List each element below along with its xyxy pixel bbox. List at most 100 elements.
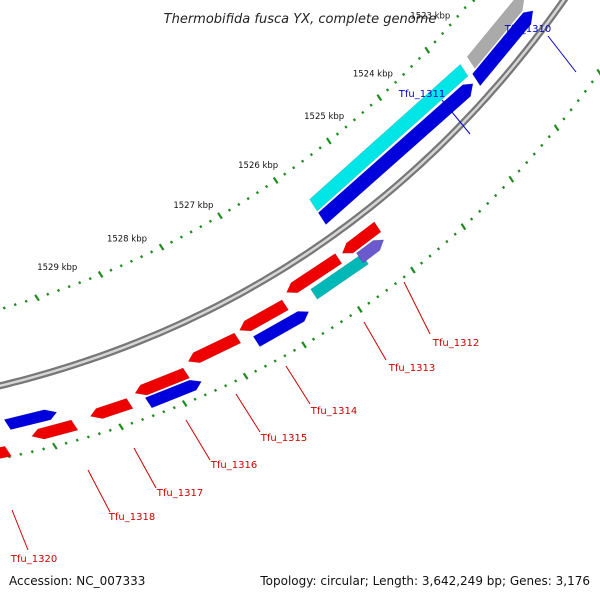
tick-mark bbox=[419, 261, 424, 265]
tick-mark bbox=[335, 132, 340, 136]
tick-mark bbox=[424, 46, 431, 54]
tick-mark bbox=[325, 137, 332, 145]
gene-label: Tfu_1311 bbox=[398, 89, 445, 100]
tick-mark bbox=[456, 14, 460, 19]
kbp-label: 1525 kbp bbox=[304, 112, 344, 122]
tick-mark bbox=[445, 239, 449, 244]
label-leader-line bbox=[285, 365, 311, 405]
tick-mark bbox=[88, 276, 92, 281]
feature-track bbox=[0, 0, 534, 459]
tick-mark bbox=[311, 337, 316, 341]
tick-mark bbox=[213, 388, 218, 392]
tick-mark bbox=[376, 94, 383, 102]
tick-mark bbox=[292, 348, 297, 352]
summary-text: Topology: circular; Length: 3,642,249 bp… bbox=[260, 574, 590, 588]
tick-mark bbox=[193, 397, 197, 401]
tick-mark bbox=[199, 225, 203, 229]
tick-mark bbox=[428, 254, 432, 258]
label-leader-line bbox=[363, 321, 387, 361]
tick-mark bbox=[494, 193, 498, 198]
cds-feature bbox=[466, 0, 525, 69]
accession-text: Accession: NC_007333 bbox=[9, 574, 146, 588]
cds-feature bbox=[310, 253, 369, 300]
tick-mark bbox=[376, 295, 380, 299]
gene-label: Tfu_1310 bbox=[504, 24, 551, 35]
cds-feature bbox=[3, 409, 58, 430]
tick-mark bbox=[237, 202, 241, 207]
label-leader-line bbox=[235, 393, 261, 433]
cds-feature bbox=[309, 63, 469, 212]
tick-mark bbox=[264, 184, 269, 189]
tick-mark bbox=[203, 393, 207, 397]
tick-mark bbox=[67, 284, 71, 289]
tick-mark bbox=[46, 292, 50, 296]
tick-mark bbox=[246, 196, 250, 201]
tick-mark bbox=[460, 223, 467, 231]
tick-mark bbox=[385, 88, 390, 92]
tick-mark bbox=[517, 169, 521, 173]
tick-mark bbox=[547, 135, 551, 139]
tick-mark bbox=[30, 450, 34, 454]
tick-rings bbox=[2, 0, 600, 459]
tick-mark bbox=[393, 281, 398, 286]
tick-mark bbox=[349, 313, 353, 318]
tick-mark bbox=[56, 288, 61, 293]
tick-mark bbox=[64, 441, 68, 445]
tick-mark bbox=[356, 305, 363, 313]
tick-mark bbox=[301, 341, 307, 349]
tick-mark bbox=[318, 146, 322, 150]
kbp-label: 1524 kbp bbox=[353, 70, 393, 80]
tick-mark bbox=[273, 359, 277, 363]
tick-mark bbox=[532, 152, 536, 156]
tick-mark bbox=[417, 56, 422, 61]
tick-mark bbox=[562, 117, 566, 121]
tick-mark bbox=[409, 64, 414, 69]
tick-mark bbox=[2, 306, 6, 310]
tick-mark bbox=[478, 209, 482, 213]
label-leaders bbox=[11, 35, 577, 551]
gene-label: Tfu_1318 bbox=[108, 512, 155, 523]
cds-feature bbox=[341, 221, 382, 254]
tick-mark bbox=[139, 255, 144, 259]
tick-mark bbox=[553, 124, 560, 132]
gene-label: Tfu_1315 bbox=[260, 433, 307, 444]
gene-label: Tfu_1320 bbox=[10, 554, 57, 565]
tick-mark bbox=[590, 80, 594, 84]
cds-feature bbox=[252, 311, 310, 348]
tick-mark bbox=[172, 406, 176, 410]
tick-mark bbox=[97, 432, 101, 436]
tick-mark bbox=[263, 364, 268, 368]
cds-feature bbox=[31, 419, 79, 440]
cds-feature bbox=[187, 332, 242, 364]
backbone-highlight bbox=[0, 0, 566, 388]
cds-feature bbox=[317, 83, 474, 225]
cds-feature bbox=[89, 398, 134, 419]
tick-mark bbox=[86, 435, 90, 439]
tick-mark bbox=[463, 5, 467, 10]
tick-mark bbox=[501, 185, 506, 190]
tick-mark bbox=[24, 299, 28, 303]
tick-mark bbox=[508, 175, 515, 183]
tick-mark bbox=[109, 268, 113, 272]
tick-mark bbox=[224, 384, 228, 388]
tick-mark bbox=[569, 108, 573, 112]
tick-mark bbox=[162, 410, 166, 414]
tick-mark bbox=[97, 270, 104, 278]
tick-mark bbox=[189, 230, 193, 234]
cds-feature bbox=[355, 239, 385, 264]
label-leader-line bbox=[547, 35, 577, 73]
tick-mark bbox=[19, 452, 23, 456]
gene-labels: Tfu_1310 Tfu_1311 Tfu_1312 Tfu_1313 Tfu_1314… bbox=[10, 24, 551, 565]
tick-mark bbox=[227, 208, 232, 212]
tick-mark bbox=[339, 320, 344, 324]
label-leader-line bbox=[185, 419, 211, 461]
cds-feature bbox=[472, 10, 534, 87]
tick-mark bbox=[402, 72, 406, 77]
gene-label: Tfu_1314 bbox=[310, 406, 357, 417]
tick-mark bbox=[283, 172, 287, 176]
tick-mark bbox=[42, 447, 46, 451]
tick-mark bbox=[158, 243, 165, 251]
kbp-label: 1523 kbp bbox=[410, 11, 450, 21]
tick-mark bbox=[393, 80, 398, 84]
